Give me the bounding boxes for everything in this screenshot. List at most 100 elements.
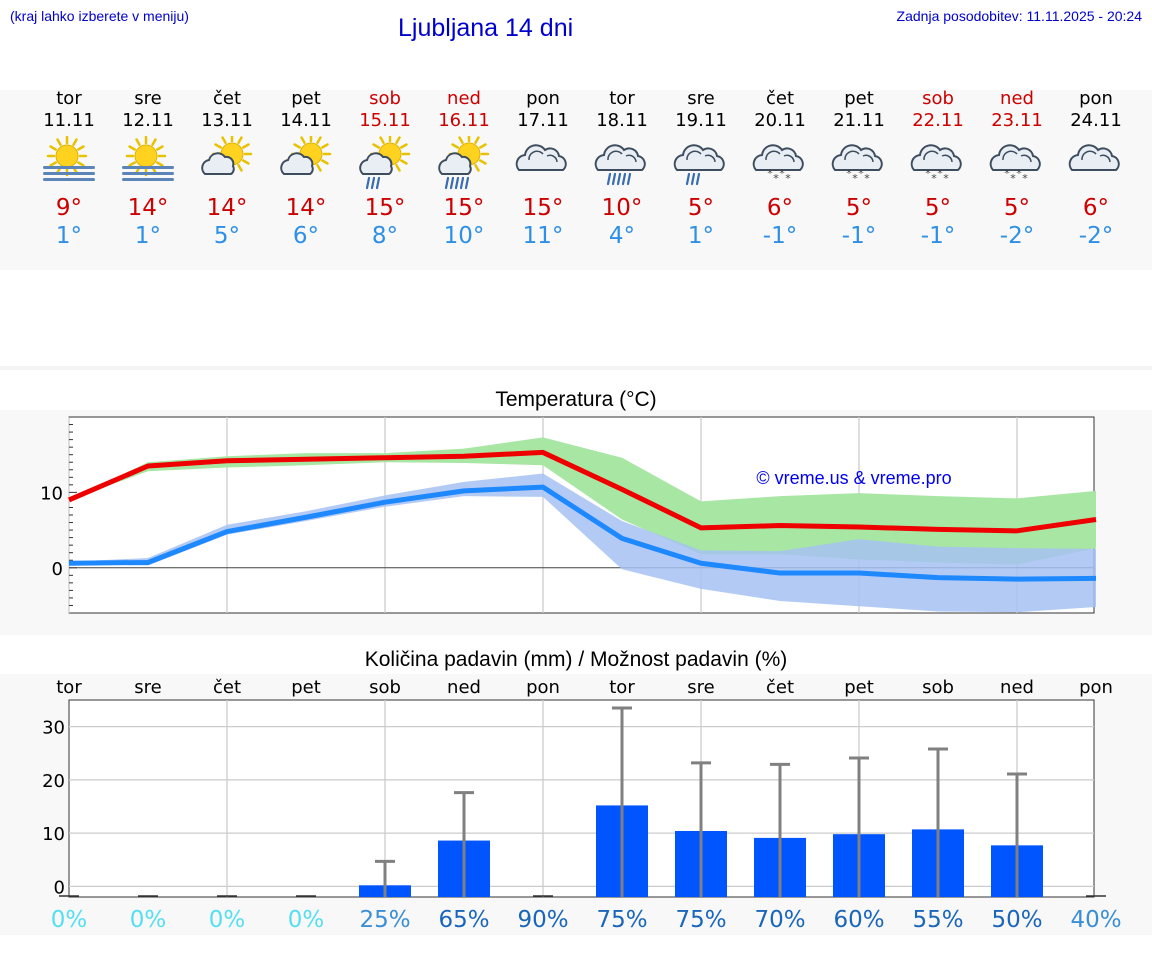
day-name: tor [609,88,635,109]
day-date: 23.11 [991,110,1043,131]
temp-max: 14° [206,195,248,221]
temp-max: 6° [766,195,794,221]
cloud-rain-icon [673,144,725,186]
weekday-label: pon [1079,677,1113,698]
daily-forecast-strip [0,90,1152,270]
temp-max: 5° [1003,195,1031,221]
day-date: 19.11 [675,110,727,131]
sun-cloud-icon [201,136,253,175]
temperature-chart-title: Temperatura (°C) [495,388,657,411]
day-date: 12.11 [122,110,174,131]
weekday-label: sre [134,677,161,698]
precipitation-chart-title: Količina padavin (mm) / Možnost padavin … [364,648,788,671]
temp-max: 14° [127,195,169,221]
temp-max: 15° [443,195,485,221]
last-update-text: Zadnja posodobitev: 11.11.2025 - 20:24 [896,8,1142,24]
y-tick-label: 10 [42,824,65,845]
temp-min: -2° [999,223,1035,249]
day-column: ned 23.11 * * * * 5° -2° [977,88,1057,250]
day-column: tor 18.11 10° 4° [582,88,662,250]
day-column: pon 17.11 15° 11° [503,88,583,250]
svg-text:*: * [785,172,791,185]
precipitation-probability: 0% [209,907,246,933]
precipitation-probability: 0% [288,907,325,933]
weekday-label: sre [687,677,714,698]
weekday-label: ned [1000,677,1034,698]
temp-max: 5° [924,195,952,221]
watermark-text: © vreme.us & vreme.pro [756,468,951,488]
svg-text:*: * [1004,167,1010,180]
temp-max: 6° [1082,195,1110,221]
precipitation-probability: 50% [991,907,1042,933]
weekday-label: tor [56,677,82,698]
svg-text:*: * [931,172,937,185]
temp-min: 6° [292,223,320,249]
weekday-label: sob [369,677,401,698]
svg-text:*: * [779,167,785,180]
precipitation-probability: 60% [833,907,884,933]
day-date: 20.11 [754,110,806,131]
sun-cloud-heavy-rain-icon [438,136,490,190]
cloud-snow-icon: * * * * [989,144,1041,185]
day-date: 17.11 [517,110,569,131]
precipitation-probability: 90% [517,907,568,933]
temp-min: 5° [213,223,241,249]
day-column: sob 22.11 * * * * 5° -1° [898,88,978,250]
temp-max: 5° [845,195,873,221]
day-column: ned 16.11 15° 10° [424,88,504,250]
day-date: 13.11 [201,110,253,131]
y-tick-label: 0 [54,877,65,898]
day-name: pon [1079,88,1113,109]
weekday-label: čet [213,677,241,698]
day-column: tor 11.11 9° 1° [29,88,109,250]
day-name: sre [687,88,715,109]
precipitation-probability: 0% [51,907,88,933]
weekday-label: tor [609,677,635,698]
svg-text:*: * [925,167,931,180]
day-column: čet 20.11 * * * * 6° -1° [740,88,820,250]
day-column: sre 12.11 14° 1° [108,88,188,250]
temp-min: 10° [443,223,485,249]
temp-max: 5° [687,195,715,221]
temp-max: 15° [522,195,564,221]
svg-text:*: * [1022,172,1028,185]
day-name: čet [765,88,795,109]
weekday-label: čet [766,677,794,698]
temp-min: 4° [608,223,636,249]
svg-text:*: * [773,172,779,185]
day-name: tor [56,88,82,109]
temp-min: -2° [1078,223,1114,249]
day-name: sre [134,88,162,109]
day-name: pet [844,88,874,109]
day-date: 11.11 [43,110,95,131]
temp-min: 1° [687,223,715,249]
y-tick-label: 10 [40,483,63,504]
cloud-icon [515,144,567,171]
temp-min: 1° [134,223,162,249]
weekday-label: pet [291,677,321,698]
sun-fog-icon [43,136,95,181]
temp-min: 1° [55,223,83,249]
precipitation-probability: 40% [1070,907,1121,933]
weekday-label: ned [447,677,481,698]
cloud-icon [1068,144,1120,171]
day-name: ned [1000,88,1034,109]
day-name: ned [447,88,481,109]
day-date: 21.11 [833,110,885,131]
precipitation-probability: 75% [675,907,726,933]
day-column: pet 14.11 14° 6° [266,88,346,250]
day-date: 22.11 [912,110,964,131]
y-tick-label: 20 [42,771,65,792]
temp-min: 11° [522,223,564,249]
svg-text:*: * [1016,167,1022,180]
sun-fog-icon [122,136,174,181]
precipitation-probability: 25% [359,907,410,933]
day-name: pon [526,88,560,109]
min-temp-range-band [69,473,1096,613]
svg-text:*: * [846,167,852,180]
location-menu-hint: (kraj lahko izberete v meniju) [10,8,189,24]
day-name: čet [212,88,242,109]
min-temp-line [68,484,1097,582]
